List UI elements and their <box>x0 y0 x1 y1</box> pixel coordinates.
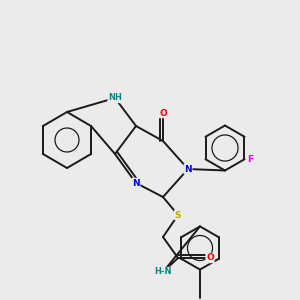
Text: S: S <box>175 211 181 220</box>
Text: O: O <box>159 109 167 118</box>
Text: H-N: H-N <box>154 268 172 277</box>
Text: N: N <box>132 178 140 188</box>
Text: NH: NH <box>108 94 122 103</box>
Text: O: O <box>206 254 214 262</box>
Text: F: F <box>248 155 254 164</box>
Text: N: N <box>184 164 192 173</box>
